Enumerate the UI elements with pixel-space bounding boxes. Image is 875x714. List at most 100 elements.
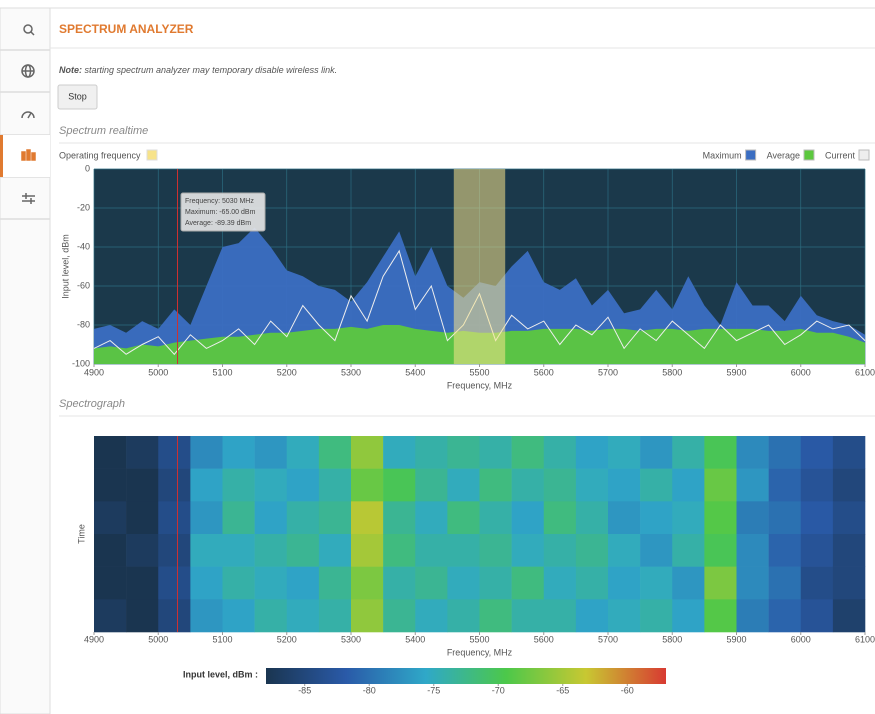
heat-cell <box>737 599 769 632</box>
legend-swatch <box>804 150 814 160</box>
x-tick-label: 6100 <box>855 634 875 644</box>
x-tick-label: 5500 <box>469 367 489 377</box>
heat-cell <box>512 534 544 567</box>
heat-cell <box>640 599 672 632</box>
heat-cell <box>94 599 126 632</box>
heat-cell <box>480 567 512 600</box>
heat-cell <box>833 534 865 567</box>
colorbar-tick-label: -85 <box>298 685 311 695</box>
tooltip-text: Average: -89.39 dBm <box>185 220 251 227</box>
heat-cell <box>640 567 672 600</box>
x-tick-label: 5200 <box>277 367 297 377</box>
x-tick-label: 6000 <box>791 367 811 377</box>
heat-cell <box>512 567 544 600</box>
heat-cell <box>608 534 640 567</box>
colorbar-tick-label: -80 <box>363 685 376 695</box>
tooltip-text: Frequency: 5030 MHz <box>185 198 254 205</box>
heat-cell <box>319 501 351 534</box>
heat-cell <box>544 501 576 534</box>
heat-cell <box>608 567 640 600</box>
heat-cell <box>126 534 158 567</box>
heat-cell <box>383 599 415 632</box>
colorbar-tick-label: -75 <box>427 685 440 695</box>
heat-cell <box>126 469 158 502</box>
heat-cell <box>704 567 736 600</box>
heat-cell <box>94 469 126 502</box>
x-tick-label: 6100 <box>855 367 875 377</box>
heat-cell <box>351 436 383 469</box>
x-tick-label: 4900 <box>84 634 104 644</box>
x-tick-label: 5300 <box>341 367 361 377</box>
heat-cell <box>255 567 287 600</box>
heat-cell <box>512 469 544 502</box>
x-tick-label: 5400 <box>405 634 425 644</box>
x-tick-label: 5300 <box>341 634 361 644</box>
x-tick-label: 5000 <box>148 634 168 644</box>
heat-cell <box>190 534 222 567</box>
heat-cell <box>544 567 576 600</box>
heat-cell <box>737 436 769 469</box>
heat-cell <box>126 567 158 600</box>
heat-cell <box>833 501 865 534</box>
heat-cell <box>544 469 576 502</box>
section-title: Spectrograph <box>59 398 125 410</box>
heat-cell <box>737 469 769 502</box>
y-tick-label: -40 <box>77 241 90 251</box>
heat-cell <box>351 599 383 632</box>
y-tick-label: -60 <box>77 280 90 290</box>
heat-cell <box>480 599 512 632</box>
heat-cell <box>833 469 865 502</box>
x-tick-label: 5900 <box>726 634 746 644</box>
heat-cell <box>190 599 222 632</box>
y-axis-label: Input level, dBm <box>60 234 70 299</box>
heat-cell <box>737 501 769 534</box>
heat-cell <box>255 534 287 567</box>
heat-cell <box>94 534 126 567</box>
legend-label: Current <box>825 150 856 160</box>
colorbar <box>266 668 666 684</box>
heat-cell <box>351 534 383 567</box>
heat-cell <box>801 567 833 600</box>
heat-cell <box>383 567 415 600</box>
heat-cell <box>415 599 447 632</box>
heat-cell <box>190 567 222 600</box>
heat-cell <box>801 534 833 567</box>
heat-cell <box>512 599 544 632</box>
heat-cell <box>576 436 608 469</box>
heat-cell <box>769 501 801 534</box>
heat-cell <box>415 567 447 600</box>
heat-cell <box>704 534 736 567</box>
section-title: Spectrum realtime <box>59 125 148 137</box>
heat-cell <box>351 469 383 502</box>
heat-cell <box>158 436 190 469</box>
heat-cell <box>126 436 158 469</box>
heat-cell <box>383 534 415 567</box>
heat-cell <box>672 469 704 502</box>
heat-cell <box>544 436 576 469</box>
heat-cell <box>447 501 479 534</box>
heat-cell <box>94 567 126 600</box>
heat-cell <box>415 534 447 567</box>
heat-cell <box>640 436 672 469</box>
heat-cell <box>801 501 833 534</box>
legend-swatch <box>859 150 869 160</box>
heat-cell <box>769 469 801 502</box>
heat-cell <box>158 469 190 502</box>
heat-cell <box>769 534 801 567</box>
stop-button-label[interactable]: Stop <box>68 91 87 101</box>
tooltip-text: Maximum: -65.00 dBm <box>185 209 256 216</box>
heat-cell <box>255 436 287 469</box>
heat-cell <box>447 599 479 632</box>
heat-cell <box>319 599 351 632</box>
heat-cell <box>158 501 190 534</box>
heat-cell <box>608 469 640 502</box>
x-tick-label: 5400 <box>405 367 425 377</box>
x-tick-label: 5700 <box>598 367 618 377</box>
x-tick-label: 4900 <box>84 367 104 377</box>
x-axis-label: Frequency, MHz <box>447 647 513 657</box>
y-tick-label: -80 <box>77 319 90 329</box>
heat-cell <box>480 436 512 469</box>
heat-cell <box>576 501 608 534</box>
heat-cell <box>801 469 833 502</box>
colorbar-tick-label: -60 <box>621 685 634 695</box>
